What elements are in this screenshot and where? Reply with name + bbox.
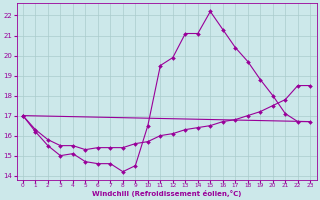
X-axis label: Windchill (Refroidissement éolien,°C): Windchill (Refroidissement éolien,°C) <box>92 190 241 197</box>
